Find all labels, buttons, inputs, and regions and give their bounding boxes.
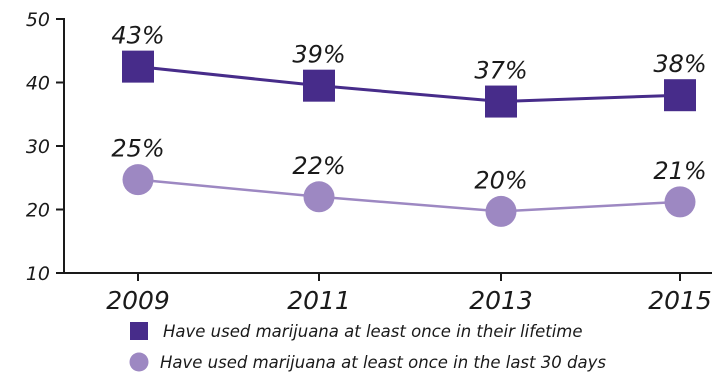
data-label: 43% <box>111 22 164 50</box>
legend-circle-marker <box>129 352 149 372</box>
x-tick-label: 2011 <box>287 286 351 315</box>
y-tick-label: 50 <box>26 9 50 31</box>
data-point-circle <box>664 186 696 218</box>
data-point-circle <box>122 164 154 196</box>
x-tick-label: 2015 <box>648 286 712 315</box>
data-label: 37% <box>474 57 527 85</box>
series-line-1 <box>137 65 681 104</box>
data-label: 39% <box>292 41 345 69</box>
data-label: 21% <box>653 157 706 185</box>
x-tick-label: 2009 <box>106 286 170 315</box>
legend-square-marker <box>130 322 148 340</box>
y-tick-label: 20 <box>26 200 50 222</box>
data-label: 22% <box>292 152 345 180</box>
data-label: 25% <box>111 135 164 163</box>
data-labels: 43% 39% 37% 38% 25% 22% 20% 21% <box>111 22 706 195</box>
data-label: 38% <box>653 50 706 78</box>
y-tick-label: 40 <box>26 73 50 95</box>
data-point-square <box>122 50 154 83</box>
series-layer <box>122 50 696 227</box>
x-tick-label: 2013 <box>469 286 533 315</box>
data-point-square <box>303 69 335 102</box>
data-point-circle <box>303 181 335 213</box>
data-point-circle <box>485 195 517 227</box>
y-tick-label: 30 <box>26 136 50 158</box>
legend: Have used marijuana at least once in the… <box>129 322 606 372</box>
series-line-2 <box>137 178 681 213</box>
legend-label: Have used marijuana at least once in the… <box>160 353 606 372</box>
y-tick-label: 10 <box>26 263 50 285</box>
data-point-square <box>485 85 517 118</box>
axes: 10 20 30 40 50 2009 2011 2013 2015 <box>26 9 712 315</box>
data-label: 20% <box>474 166 527 194</box>
legend-label: Have used marijuana at least once in the… <box>163 322 583 341</box>
data-point-square <box>664 79 696 112</box>
